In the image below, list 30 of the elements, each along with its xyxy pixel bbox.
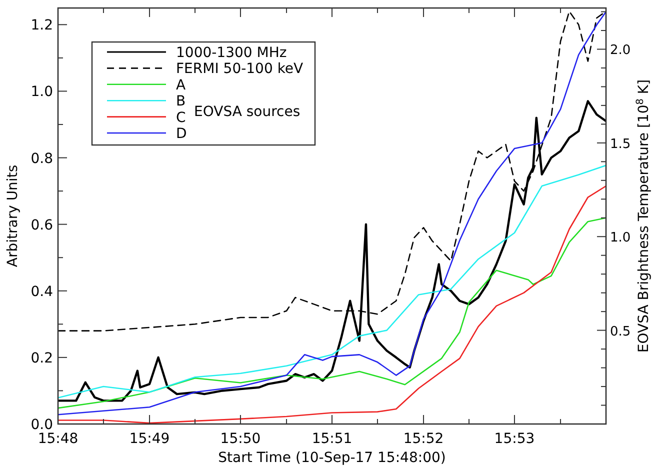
legend-label: C (176, 110, 186, 126)
y-tick-label: 0.6 (30, 217, 54, 234)
x-tick-label: 15:53 (494, 431, 535, 447)
x-tick-label: 15:52 (403, 431, 444, 447)
y2-tick-label: 0.5 (610, 324, 631, 340)
x-axis-title: Start Time (10-Sep-17 15:48:00) (218, 450, 446, 466)
line-series (58, 11, 606, 416)
legend-label: A (176, 77, 186, 94)
y-tick-label: 0.4 (30, 284, 54, 300)
line-series (58, 185, 606, 424)
x-tick-label: 15:51 (312, 431, 352, 447)
y-tick-label: 0.0 (30, 417, 53, 433)
legend-label: FERMI 50-100 keV (176, 61, 304, 78)
x-tick-label: 15:50 (220, 431, 261, 447)
y-tick-label: 0.8 (30, 150, 53, 167)
line-series (58, 217, 606, 409)
y-tick-label: 1.0 (30, 84, 53, 100)
y-tick-label: 1.2 (30, 18, 53, 34)
x-tick-label: 15:49 (129, 431, 170, 447)
legend-label: D (176, 126, 187, 142)
y-tick-label: 0.2 (30, 350, 53, 366)
x-tick-label: 15:48 (38, 431, 78, 447)
legend-label: 1000-1300 MHz (176, 45, 287, 61)
y-axis-title: Arbitrary Units (5, 164, 21, 268)
line-series (58, 164, 606, 398)
y2-tick-label: 1.0 (610, 230, 631, 246)
legend-label: B (176, 94, 186, 110)
annotation: EOVSA sources (194, 104, 300, 120)
y2-tick-label: 1.5 (610, 136, 631, 152)
y2-tick-label: 2.0 (610, 43, 631, 58)
